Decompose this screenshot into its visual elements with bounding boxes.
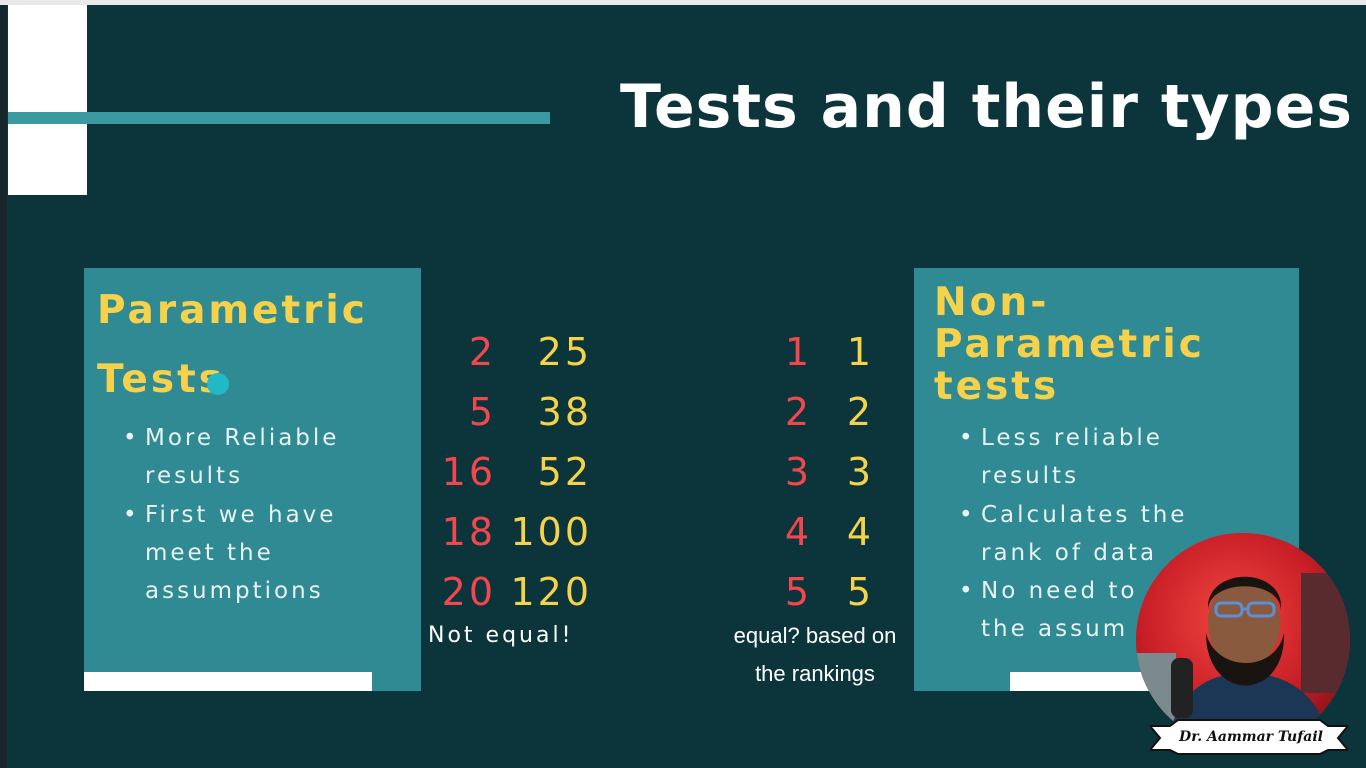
parametric-bullet-2-line3: assumptions [145,578,324,604]
non-parametric-bullet-3-line1: No need to [981,578,1138,604]
non-parametric-bullet-1: • Less reliable results [959,419,1163,495]
number-cell: 100 [510,510,592,554]
non-parametric-heading-line3: tests [934,364,1060,409]
non-parametric-heading-line2: Parametric [934,322,1205,367]
parametric-heading-line1: Parametric [97,288,368,333]
parametric-bullet-1-line2: results [145,463,244,489]
mouse-pointer-indicator [207,373,229,395]
bullet-dot: • [959,578,976,604]
non-parametric-bullet-2-line1: Calculates the [981,502,1188,528]
number-cell: 1 [846,330,874,374]
left-number-column-a: 2 5 16 18 20 [424,330,496,630]
bullet-dot: • [123,425,140,451]
decorative-white-block [8,5,87,195]
bullet-dot: • [959,502,976,528]
presenter-name-ribbon [1150,719,1348,755]
number-cell: 16 [441,450,496,494]
bullet-dot: • [959,425,976,451]
presenter-avatar-icon [1136,533,1350,747]
parametric-bullet-2-line1: First we have [145,502,337,528]
window-top-edge [0,0,1366,5]
non-parametric-bullet-2-line2: rank of data [981,540,1158,566]
number-cell: 25 [537,330,592,374]
slide-title: Tests and their types [620,72,1353,142]
number-cell: 1 [784,330,812,374]
number-cell: 5 [468,390,496,434]
presenter-webcam [1136,533,1350,747]
number-cell: 52 [537,450,592,494]
window-left-edge [0,5,7,768]
decorative-teal-line [8,112,550,124]
parametric-bullet-1-line1: More Reliable [145,425,340,451]
non-parametric-bullet-3: • No need to the assum [959,572,1138,648]
right-numbers-note-line1: equal? based on [733,623,897,648]
number-cell: 120 [510,570,592,614]
number-cell: 2 [468,330,496,374]
number-cell: 3 [846,450,874,494]
bullet-dot: • [123,502,140,528]
parametric-bullet-1: • More Reliable results [123,419,340,495]
number-cell: 4 [846,510,874,554]
number-cell: 2 [846,390,874,434]
non-parametric-bullet-1-line2: results [981,463,1080,489]
parametric-panel-bar [84,672,372,691]
number-cell: 5 [846,570,874,614]
parametric-bullet-2-line2: meet the [145,540,274,566]
number-cell: 4 [784,510,812,554]
non-parametric-bullet-2: • Calculates the rank of data [959,496,1188,572]
non-parametric-bullet-3-line2: the assum [981,616,1129,642]
non-parametric-bullet-1-line1: Less reliable [981,425,1163,451]
parametric-bullet-2: • First we have meet the assumptions [123,496,337,610]
right-numbers-note-line2: the rankings [755,661,875,686]
number-cell: 5 [784,570,812,614]
parametric-heading-line2: Tests [97,357,225,402]
non-parametric-panel-bar [1010,672,1160,691]
number-cell: 38 [537,390,592,434]
non-parametric-heading-line1: Non- [934,280,1050,325]
right-number-column-a: 1 2 3 4 5 [760,330,812,630]
right-number-column-b: 1 2 3 4 5 [822,330,874,630]
number-cell: 20 [441,570,496,614]
left-number-column-b: 25 38 52 100 120 [500,330,592,630]
number-cell: 2 [784,390,812,434]
parametric-panel [84,268,421,691]
presenter-signature: Dr. Aammar Tufail [1179,729,1323,745]
number-cell: 18 [441,510,496,554]
number-cell: 3 [784,450,812,494]
left-numbers-note: Not equal! [428,623,574,648]
